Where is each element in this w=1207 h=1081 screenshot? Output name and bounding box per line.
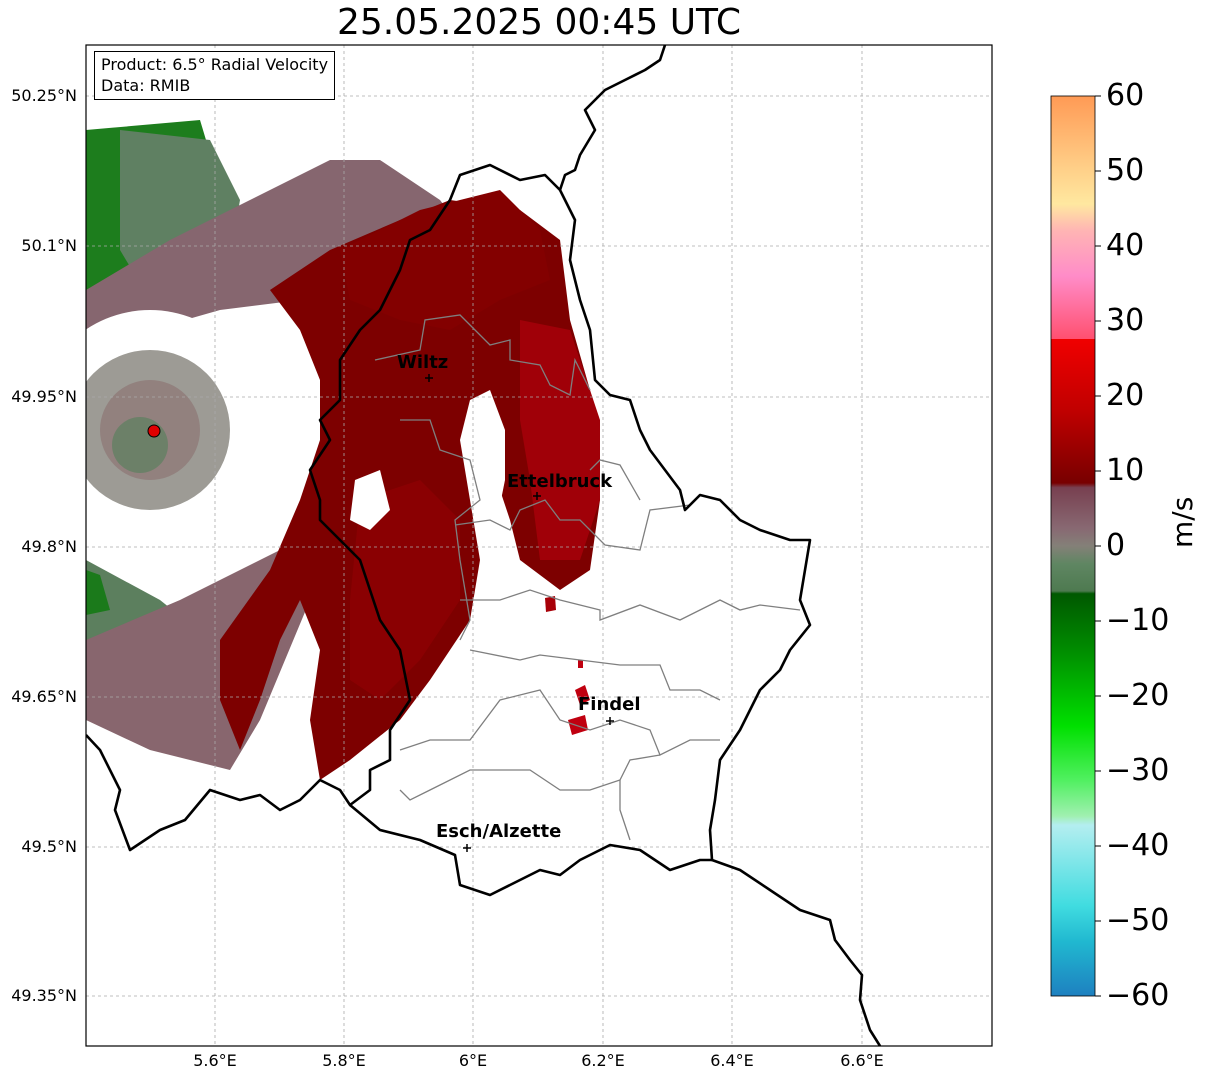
colorbar-tick-label: 10	[1106, 453, 1145, 488]
colorbar-tick-label: 60	[1106, 78, 1145, 113]
colorbar-ticks	[1095, 95, 1101, 997]
lon-tick-label: 6.6°E	[840, 1051, 884, 1070]
colorbar-tick-label: −50	[1106, 903, 1170, 938]
lat-tick-label: 49.95°N	[11, 387, 77, 406]
lon-tick-label: 6.4°E	[710, 1051, 754, 1070]
national-borders	[86, 45, 882, 1046]
grid-lines	[86, 45, 992, 1046]
colorbar-tick-label: −30	[1106, 753, 1170, 788]
info-box: Product: 6.5° Radial Velocity Data: RMIB	[94, 51, 336, 100]
lon-tick-label: 6°E	[458, 1051, 488, 1070]
city-marker-esch-alzette	[463, 844, 471, 852]
radar-site-marker	[147, 424, 161, 438]
radar-echoes	[86, 120, 600, 780]
colorbar-tick-label: −60	[1106, 978, 1170, 1013]
colorbar-tick-label: 0	[1106, 528, 1126, 563]
colorbar-tick-label: 30	[1106, 303, 1145, 338]
colorbar-tick-label: −40	[1106, 828, 1170, 863]
city-label-esch-alzette: Esch/Alzette	[436, 821, 562, 842]
canton-borders	[374, 314, 801, 841]
colorbar-tick-label: −10	[1106, 603, 1170, 638]
info-source: Data: RMIB	[101, 76, 191, 95]
city-markers	[425, 374, 614, 852]
city-marker-ettelbruck	[533, 492, 541, 500]
city-marker-wiltz	[425, 374, 433, 382]
lon-tick-label: 6.2°E	[581, 1051, 625, 1070]
city-label-wiltz: Wiltz	[397, 352, 449, 373]
colorbar-tick-label: 20	[1106, 378, 1145, 413]
map-title: 25.05.2025 00:45 UTC	[336, 2, 742, 43]
colorbar	[1050, 95, 1096, 997]
lat-tick-label: 50.25°N	[11, 86, 77, 105]
city-label-ettelbruck: Ettelbruck	[507, 471, 613, 492]
lat-tick-label: 49.65°N	[11, 687, 77, 706]
info-product: Product: 6.5° Radial Velocity	[101, 55, 329, 74]
colorbar-unit-label: m/s	[1166, 496, 1199, 548]
lon-tick-label: 5.8°E	[322, 1051, 366, 1070]
map-frame-border	[85, 44, 993, 1047]
city-marker-findel	[606, 717, 614, 725]
lat-tick-label: 50.1°N	[21, 236, 77, 255]
colorbar-tick-label: 40	[1106, 228, 1145, 263]
lat-tick-label: 49.5°N	[21, 837, 77, 856]
city-label-findel: Findel	[578, 694, 641, 715]
lat-tick-label: 49.35°N	[11, 986, 77, 1005]
colorbar-tick-label: −20	[1106, 678, 1170, 713]
lon-tick-label: 5.6°E	[193, 1051, 237, 1070]
colorbar-tick-label: 50	[1106, 153, 1145, 188]
lat-tick-label: 49.8°N	[21, 537, 77, 556]
